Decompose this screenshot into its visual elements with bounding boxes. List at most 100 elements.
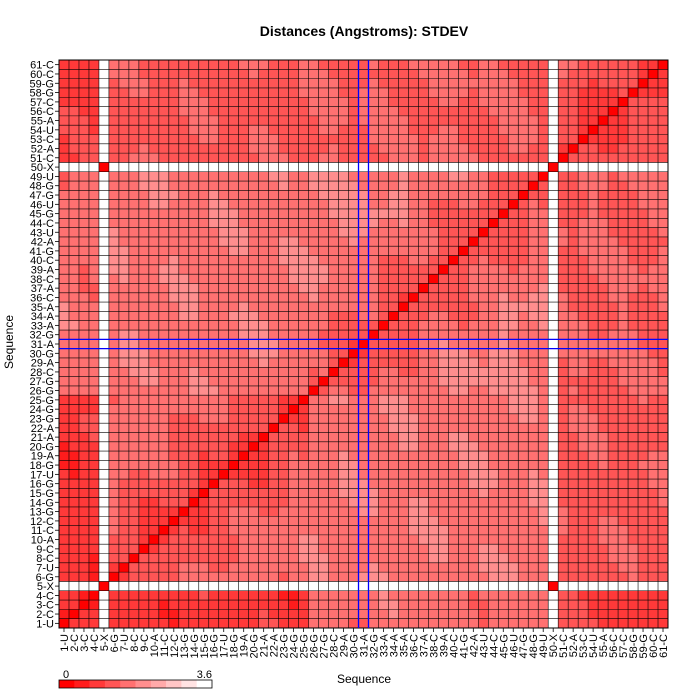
heatmap-cell (568, 283, 579, 293)
heatmap-cell (368, 69, 379, 79)
heatmap-cell (248, 274, 259, 284)
heatmap-cell (308, 115, 319, 126)
heatmap-cell (238, 357, 249, 368)
heatmap-cell (518, 451, 529, 461)
heatmap-cell (508, 497, 519, 507)
heatmap-cell (288, 600, 299, 610)
heatmap-cell (88, 255, 99, 265)
heatmap-cell (228, 255, 239, 265)
heatmap-cell (198, 385, 209, 396)
heatmap-cell (108, 199, 119, 210)
heatmap-cell (508, 87, 519, 98)
heatmap-cell (308, 246, 319, 256)
heatmap-cell (598, 97, 609, 107)
heatmap-cell (138, 572, 149, 582)
heatmap-cell (528, 544, 539, 554)
selection-crosshair[interactable] (59, 60, 668, 628)
heatmap-cell (448, 348, 459, 359)
heatmap-cell (588, 162, 599, 172)
heatmap-cell (298, 395, 309, 405)
heatmap-cell (618, 572, 629, 582)
heatmap-cell (338, 609, 349, 619)
heatmap-cell (328, 479, 339, 489)
heatmap-cell (658, 69, 669, 79)
heatmap-cell (78, 106, 89, 116)
heatmap-cell (558, 330, 569, 340)
heatmap-cell (268, 516, 279, 526)
y-tick-label: 38-C (30, 274, 54, 286)
heatmap-cell (598, 87, 609, 98)
heatmap-cell (548, 395, 559, 405)
heatmap-cell (528, 283, 539, 293)
heatmap-cell (508, 60, 519, 70)
x-tick-label: 18-G (229, 634, 241, 658)
heatmap-cell (178, 171, 189, 182)
heatmap-cell (488, 339, 499, 349)
heatmap-cell (248, 441, 259, 452)
heatmap-cell (208, 339, 219, 349)
heatmap-cell (168, 97, 179, 107)
heatmap-cell (598, 488, 609, 498)
heatmap-cell (528, 413, 539, 424)
heatmap-cell (148, 339, 159, 349)
heatmap-cell (458, 497, 469, 507)
heatmap-cell (278, 87, 289, 98)
heatmap-cell (258, 581, 269, 591)
heatmap-cell (518, 292, 529, 303)
heatmap-cell (588, 423, 599, 433)
heatmap-cell (178, 134, 189, 144)
heatmap-cell (548, 404, 559, 414)
heatmap-cell (568, 339, 579, 349)
heatmap-cell (218, 227, 229, 237)
heatmap-cell (208, 134, 219, 144)
heatmap-cell (368, 544, 379, 554)
x-tick-label: 53-C (578, 634, 590, 658)
heatmap-cell (118, 69, 129, 79)
heatmap-cell (138, 404, 149, 414)
heatmap-cell (59, 553, 70, 563)
heatmap-cell (448, 460, 459, 470)
heatmap-cell (108, 274, 119, 284)
heatmap-cell (258, 115, 269, 126)
heatmap-cell (508, 208, 519, 219)
heatmap-cell (128, 208, 139, 219)
x-tick-label: 13-G (179, 634, 191, 658)
heatmap-cell (398, 534, 409, 545)
heatmap-cell (628, 181, 639, 191)
heatmap-cell (538, 330, 549, 340)
heatmap-cell (98, 572, 109, 582)
heatmap-cell (508, 488, 519, 498)
heatmap-cell (478, 618, 489, 629)
heatmap-cell (418, 60, 429, 70)
heatmap-cell (208, 525, 219, 535)
heatmap-cell (68, 97, 80, 107)
heatmap-cell (608, 581, 619, 591)
heatmap-cell (168, 544, 179, 554)
heatmap-cell (388, 311, 399, 321)
heatmap-cell (368, 423, 379, 433)
heatmap-cell (128, 423, 139, 433)
heatmap-cell (138, 609, 149, 619)
heatmap-cell (388, 497, 399, 507)
heatmap-cell (438, 479, 449, 489)
heatmap-cell (318, 283, 329, 293)
heatmap-cell (588, 106, 599, 116)
heatmap-cell (428, 348, 439, 359)
heatmap-cell (288, 153, 299, 163)
heatmap-cell (608, 432, 619, 442)
heatmap-cell (228, 404, 239, 414)
heatmap-cell (328, 460, 339, 470)
heatmap-cell (148, 69, 159, 79)
heatmap-cell (388, 590, 399, 601)
heatmap-cell (458, 190, 469, 200)
heatmap-cell (318, 97, 329, 107)
heatmap-cell (598, 469, 609, 480)
heatmap-cell (168, 590, 179, 601)
heatmap-cell (308, 534, 319, 545)
heatmap-cell (588, 78, 599, 88)
heatmap-cell (658, 618, 669, 629)
heatmap-cell (268, 618, 279, 629)
heatmap-cell (238, 320, 249, 331)
heatmap-cell (228, 227, 239, 237)
heatmap-cell (268, 330, 279, 340)
